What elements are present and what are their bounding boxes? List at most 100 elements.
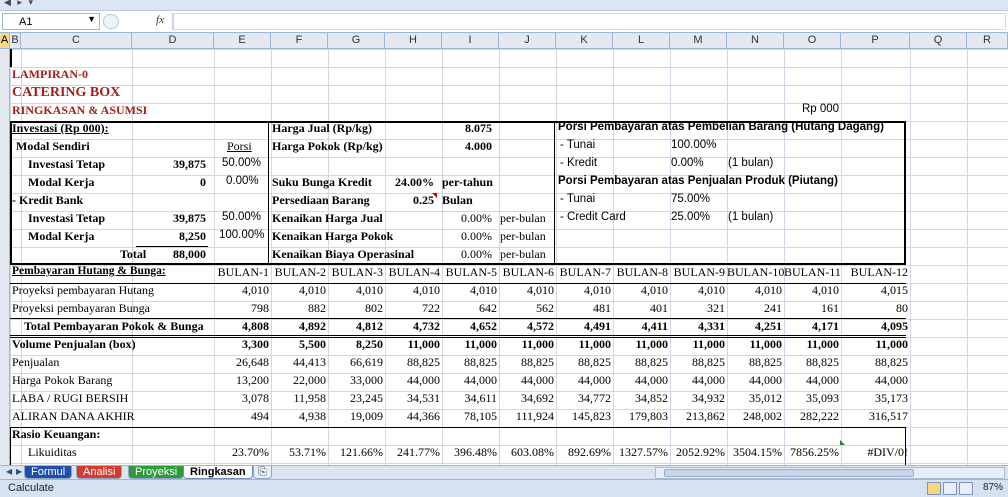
chevron-down-icon[interactable]: ▼ (87, 14, 96, 24)
table-cell: 4,938 (299, 409, 326, 423)
table-cell: 34,692 (521, 391, 554, 405)
table-cell: 145,823 (572, 409, 611, 423)
hutang-kredit-label: - Kredit (560, 157, 598, 169)
piutang-cc-label: - Credit Card (560, 211, 626, 223)
tab-proyeksi[interactable]: Proyeksi (128, 466, 185, 479)
suku-bunga-value: 24.00% (395, 175, 434, 189)
table-cell: 11,000 (521, 337, 554, 351)
active-cell-a1[interactable] (10, 49, 12, 67)
divider (10, 335, 906, 338)
column-header-q[interactable]: Q (910, 33, 967, 49)
month-header: BULAN-9 (673, 265, 725, 279)
kb-investasi-tetap-value: 39,875 (173, 211, 206, 225)
table-cell: 34,932 (692, 391, 725, 405)
month-header: BULAN-11 (784, 265, 841, 279)
column-header-d[interactable]: D (132, 33, 214, 49)
table-cell: 4,171 (812, 319, 839, 333)
table-cell: 3,078 (242, 391, 269, 405)
month-header: BULAN-7 (559, 265, 611, 279)
divider (10, 283, 906, 284)
cell-reference: A1 (19, 16, 33, 28)
gridline (442, 49, 443, 465)
title-lampiran: LAMPIRAN-0 (12, 67, 88, 81)
month-header: BULAN-5 (445, 265, 497, 279)
gridline (385, 49, 386, 465)
table-cell: 11,958 (293, 391, 326, 405)
gridline (841, 49, 842, 465)
gridline (784, 49, 785, 465)
gridline (727, 49, 728, 465)
hutang-kredit-value: 0.00% (671, 157, 704, 169)
table-cell: 35,173 (875, 391, 908, 405)
row-label: Total Pembayaran Pokok & Bunga (24, 319, 204, 333)
table-cell: 4,892 (299, 319, 326, 333)
formula-bar-resize-icon[interactable] (103, 14, 119, 29)
likuiditas-cell: 121.66% (340, 445, 383, 459)
table-cell: 66,619 (350, 355, 383, 369)
column-header-r[interactable]: R (967, 33, 1008, 49)
normal-view-icon[interactable] (927, 482, 941, 495)
porsi-piutang-title: Porsi Pembayaran atas Penjualan Produk (… (558, 175, 838, 187)
column-header-j[interactable]: J (499, 33, 556, 49)
gridline (556, 49, 557, 465)
kenaikan-biaya-label: Kenaikan Biaya Operasinal (272, 247, 415, 261)
table-cell: 34,611 (464, 391, 497, 405)
likuiditas-cell: 1327.57% (619, 445, 668, 459)
column-header-k[interactable]: K (556, 33, 613, 49)
column-header-c[interactable]: C (21, 33, 132, 49)
table-cell: 562 (536, 301, 554, 315)
quick-access-icons[interactable]: ◀ ▸ ▾ (4, 0, 35, 7)
column-header-p[interactable]: P (841, 33, 910, 49)
column-header-l[interactable]: L (613, 33, 670, 49)
table-cell: 44,000 (806, 373, 839, 387)
likuiditas-label: Likuiditas (28, 445, 77, 459)
table-cell: 4,010 (413, 283, 440, 297)
kenaikan-biaya-value: 0.00% (461, 247, 492, 261)
table-cell: 248,002 (743, 409, 782, 423)
column-header-b[interactable]: B (10, 33, 21, 49)
scrollbar-thumb[interactable] (664, 469, 914, 477)
tab-ringkasan[interactable]: Ringkasan (183, 466, 253, 479)
column-header-a[interactable]: A (0, 33, 10, 49)
insert-sheet-icon[interactable]: ⎘ (253, 466, 272, 479)
table-cell: 4,652 (470, 319, 497, 333)
zoom-level[interactable]: 87% (982, 482, 1003, 493)
kenaikan-biaya-unit: per-bulan (500, 247, 546, 261)
column-header-n[interactable]: N (727, 33, 784, 49)
harga-pokok-label: Harga Pokok (Rp/kg) (272, 139, 383, 153)
table-cell: 161 (821, 301, 839, 315)
worksheet-grid[interactable]: LAMPIRAN-0 CATERING BOX RINGKASAN & ASUM… (10, 49, 1008, 465)
tab-formul[interactable]: Formul (24, 466, 73, 479)
row-label: LABA / RUGI BERSIH (12, 391, 129, 405)
column-header-i[interactable]: I (442, 33, 499, 49)
error-indicator[interactable] (840, 440, 845, 445)
column-header-m[interactable]: M (670, 33, 727, 49)
tab-analisi[interactable]: Analisi (76, 466, 123, 479)
table-cell: 642 (479, 301, 497, 315)
row-label: Proyeksi pembayaran Bunga (12, 301, 150, 315)
first-sheet-icon[interactable]: ◀ (6, 467, 13, 476)
horizontal-scrollbar[interactable] (655, 467, 1005, 479)
formula-input[interactable] (173, 13, 1006, 30)
table-cell: 88,825 (875, 355, 908, 369)
table-cell: 34,852 (635, 391, 668, 405)
table-cell: 321 (707, 301, 725, 315)
next-sheet-icon[interactable]: ▶ (16, 467, 23, 476)
column-header-h[interactable]: H (385, 33, 442, 49)
column-header-f[interactable]: F (271, 33, 328, 49)
comment-indicator[interactable] (432, 193, 437, 198)
page-layout-view-icon[interactable] (943, 482, 957, 495)
suku-bunga-unit: per-tahun (442, 175, 493, 189)
table-cell: 44,413 (293, 355, 326, 369)
column-header-e[interactable]: E (214, 33, 271, 49)
insert-function-button[interactable]: fx (156, 14, 164, 26)
modal-kerja-pct: 0.00% (226, 175, 259, 187)
kenaikan-pokok-unit: per-bulan (500, 229, 546, 243)
page-break-view-icon[interactable] (959, 482, 973, 495)
porsi-hutang-title: Porsi Pembayaran atas Pembelian Barang (… (558, 121, 884, 133)
column-header-g[interactable]: G (328, 33, 385, 49)
table-cell: 4,010 (584, 283, 611, 297)
table-cell: 88,825 (521, 355, 554, 369)
column-header-o[interactable]: O (784, 33, 841, 49)
name-box[interactable]: A1 ▼ (2, 13, 100, 30)
